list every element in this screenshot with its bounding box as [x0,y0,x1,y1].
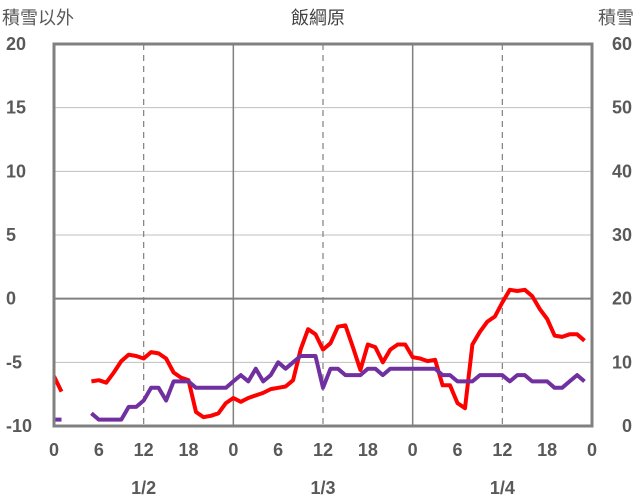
left-axis-tick-label: 10 [6,161,26,181]
chart-title: 飯綱原 [291,8,345,29]
plot-frame [52,42,594,428]
left-axis-tick-label: 0 [6,289,16,309]
x-axis-hour-tick-label: 12 [492,440,512,460]
x-axis-hour-tick-label: 6 [273,440,283,460]
x-axis-hour-tick-label: 18 [178,440,198,460]
x-axis-hour-tick-label: 0 [228,440,238,460]
right-axis-label: 積雪 [598,8,634,29]
series-1-line [91,287,586,420]
right-axis-ticks: 60 50 40 30 20 10 0 [612,34,632,436]
left-axis-tick-label: 5 [6,225,16,245]
x-axis-date-labels: 1/2 1/3 1/4 [131,478,515,498]
left-axis-ticks: 20 15 10 5 0 -5 -10 [6,34,32,436]
x-axis-hour-tick-label: 18 [358,440,378,460]
left-axis-tick-label: -10 [6,416,32,436]
gridlines [54,44,592,426]
x-axis-hour-tick-label: 6 [94,440,104,460]
x-axis-hour-ticks: 0 6 12 18 0 6 12 18 0 6 12 18 0 [49,440,597,460]
left-axis-tick-label: -5 [6,352,22,372]
left-axis-tick-label: 20 [6,34,26,54]
right-axis-tick-label: 20 [612,289,632,309]
right-axis-tick-label: 40 [612,161,632,181]
x-axis-date-label: 1/4 [490,478,515,498]
x-axis-hour-tick-label: 12 [134,440,154,460]
x-axis-hour-tick-label: 12 [313,440,333,460]
x-axis-hour-tick-label: 0 [408,440,418,460]
x-axis-hour-tick-label: 0 [587,440,597,460]
x-axis-date-label: 1/3 [310,478,335,498]
x-axis-date-label: 1/2 [131,478,156,498]
series-2-line [90,354,586,422]
x-axis-hour-tick-label: 6 [452,440,462,460]
left-axis-tick-label: 15 [6,98,26,118]
right-axis-tick-label: 10 [612,352,632,372]
x-axis-hour-tick-label: 18 [537,440,557,460]
x-axis-hour-tick-label: 0 [49,440,59,460]
left-axis-label: 積雪以外 [2,8,74,29]
right-axis-tick-label: 60 [612,34,632,54]
right-axis-tick-label: 0 [622,416,632,436]
right-axis-tick-label: 30 [612,225,632,245]
right-axis-tick-label: 50 [612,98,632,118]
